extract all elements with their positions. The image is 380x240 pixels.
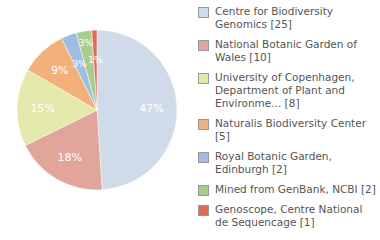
html-text:Royal Botanic Garden, Edinburg: Royal Botanic Garden, Edinburgh [2]	[215, 150, 332, 175]
svg-text:15%: 15%	[30, 102, 54, 115]
html-text:Genoscope, Centre National de: Genoscope, Centre National de Sequencage…	[215, 203, 363, 228]
svg-text:3%: 3%	[72, 59, 87, 69]
svg-text:18%: 18%	[58, 151, 82, 164]
html-text:National Botanic Garden of Wal: National Botanic Garden of Wales [10]	[215, 38, 357, 63]
svg-text:9%: 9%	[51, 64, 68, 77]
html-text:Naturalis Biodiversity Center: Naturalis Biodiversity Center [5]	[215, 117, 366, 142]
svg-text:1%: 1%	[88, 55, 103, 65]
svg-text:47%: 47%	[139, 102, 163, 115]
html-text:University of Copenhagen, Depa: University of Copenhagen, Department of …	[215, 71, 355, 109]
html-text:Centre for Biodiversity Genomi: Centre for Biodiversity Genomics [25]	[215, 5, 334, 30]
html-text:Mined from GenBank, NCBI [2]: Mined from GenBank, NCBI [2]	[215, 183, 376, 195]
svg-text:3%: 3%	[79, 38, 94, 48]
